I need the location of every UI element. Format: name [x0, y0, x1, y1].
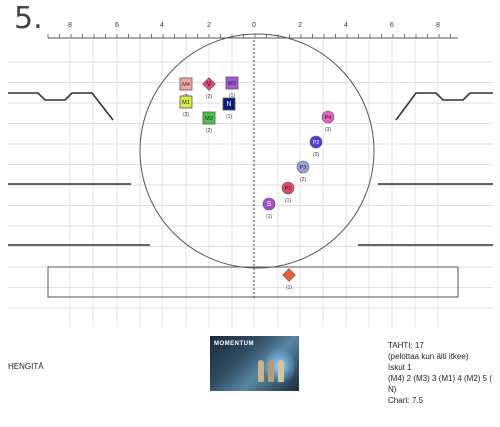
node-p1-count: (1): [285, 198, 291, 204]
node-p2-shape: [309, 135, 323, 149]
ruler-left-4: 4: [160, 22, 164, 29]
notes-line-6: Chart: 7.5: [388, 396, 424, 405]
node-m2-count: (2): [206, 128, 212, 134]
node-p1-label: P1: [285, 186, 292, 192]
ruler-center-0: 0: [252, 22, 256, 29]
ruler-left-6: 6: [115, 22, 119, 29]
node-m4-label: M4: [182, 82, 190, 88]
node-p3: P3 (2): [296, 160, 310, 183]
notes-line-3: Iskut 1: [388, 363, 412, 372]
node-m3-shape: [225, 76, 239, 90]
node-m2: M2 (2): [202, 111, 216, 134]
node-p4-label: P4: [325, 115, 332, 121]
thumbnail-figure-2: [268, 360, 274, 382]
node-s-label: S: [267, 201, 272, 208]
node-box-diamond: (1): [282, 268, 296, 291]
notes-line-2: (pelottaa kun äiti itkee): [388, 352, 469, 361]
node-m1-label: M1: [182, 100, 190, 106]
node-p3-label: P3: [300, 165, 307, 171]
node-s-shape: [262, 197, 276, 211]
node-v-count: (2): [206, 94, 212, 100]
node-v-shape: [202, 77, 216, 91]
node-p3-count: (2): [300, 177, 306, 183]
bottom-box: [47, 266, 459, 298]
node-n-count: (1): [226, 114, 232, 120]
ruler-left-2: 2: [207, 22, 211, 29]
node-p4: P4 (3): [321, 110, 335, 133]
notes-line-4: (M4) 2 (M3) 3 (M1) 4 (M2) 5 (: [388, 374, 493, 383]
node-p4-shape: [321, 110, 335, 124]
ruler-right-4: 4: [344, 22, 348, 29]
node-p2: P2 (3): [309, 135, 323, 158]
node-n-shape: [222, 97, 236, 111]
node-s-count: (1): [266, 214, 272, 220]
ruler-right-6: 6: [390, 22, 394, 29]
node-m3: M3 (1): [225, 76, 239, 99]
ruler-right-8: 8: [436, 22, 440, 29]
left-caption: HENGITÄ: [8, 362, 44, 371]
node-box-diamond-count: (1): [286, 285, 292, 291]
node-n: N (1): [222, 97, 236, 120]
main-circle: [139, 33, 375, 269]
node-m1-shape: [179, 95, 193, 109]
left-profile-line: [8, 92, 114, 121]
video-thumbnail[interactable]: MOMENTUM: [210, 336, 299, 391]
node-v-label: V: [207, 81, 212, 88]
page-number: 5.: [14, 1, 43, 36]
node-m3-count: (1): [229, 93, 235, 99]
thumbnail-figure-1: [258, 360, 264, 382]
thumbnail-logo: MOMENTUM: [214, 341, 254, 347]
node-m2-label: M2: [205, 116, 213, 122]
node-p1: P1 (1): [281, 181, 295, 204]
top-ruler: 8 6 4 2 0 2 4 6 8: [47, 22, 458, 39]
notes-line-5: N): [388, 385, 397, 394]
node-p2-count: (3): [313, 152, 319, 158]
node-m1: M1 (3): [179, 95, 193, 118]
node-p4-count: (3): [325, 127, 331, 133]
node-v: V (2): [202, 77, 216, 100]
node-m2-shape: [202, 111, 216, 125]
notes-panel: TAHTI: 17 (pelottaa kun äiti itkee) Isku…: [388, 340, 498, 406]
ruler-right-2: 2: [298, 22, 302, 29]
node-s: S (1): [262, 197, 276, 220]
node-p3-shape: [296, 160, 310, 174]
node-p1-shape: [281, 181, 295, 195]
node-p2-label: P2: [313, 140, 320, 146]
node-box-diamond-shape: [282, 268, 296, 282]
node-m4-shape: [179, 77, 193, 91]
right-profile-line: [395, 92, 493, 121]
node-m3-label: M3: [228, 81, 236, 87]
side-lines: [8, 92, 493, 246]
notes-line-1: TAHTI: 17: [388, 341, 424, 350]
node-n-label: N: [226, 101, 231, 108]
thumbnail-figure-3: [278, 360, 284, 382]
nodes: M4(2)V(2)M3(1)M1(3)N(1)M2(2)P4(3)P2(3)P3…: [179, 76, 335, 291]
node-m1-count: (3): [183, 112, 189, 118]
ruler-left-8: 8: [68, 22, 72, 29]
